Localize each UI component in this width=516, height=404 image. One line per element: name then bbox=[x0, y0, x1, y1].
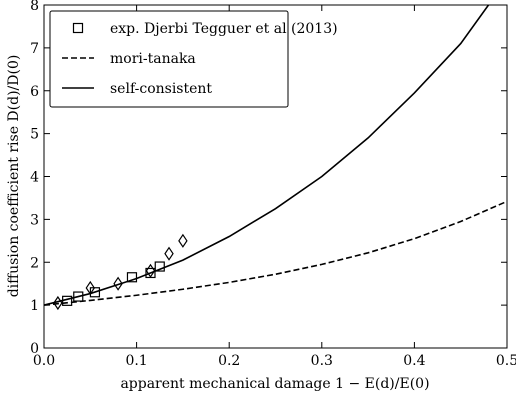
square-marker bbox=[154, 261, 165, 272]
square-marker bbox=[73, 291, 84, 302]
curve bbox=[44, 200, 507, 306]
y-tick-label: 2 bbox=[30, 255, 39, 271]
plot-frame bbox=[43, 4, 508, 349]
y-tick-label: 7 bbox=[30, 41, 39, 57]
legend-box bbox=[49, 10, 289, 108]
y-tick-label: 6 bbox=[30, 84, 39, 100]
y-tick-label: 3 bbox=[30, 212, 39, 228]
curve bbox=[44, 5, 490, 306]
y-tick-label: 0 bbox=[30, 341, 39, 357]
y-axis-label: diffusion coefficient rise D(d)/D(0) bbox=[6, 55, 22, 298]
y-tick-label: 1 bbox=[30, 298, 39, 314]
legend-marker bbox=[72, 22, 84, 34]
x-tick-label: 0.1 bbox=[125, 353, 147, 369]
x-tick-label: 0.0 bbox=[33, 353, 55, 369]
legend-label: exp. Djerbi Tegguer et al (2013) bbox=[110, 21, 338, 37]
diamond-marker bbox=[164, 246, 174, 261]
plot-area bbox=[44, 5, 507, 311]
x-tick-label: 0.5 bbox=[496, 353, 516, 369]
y-tick-label: 4 bbox=[30, 170, 39, 186]
x-tick-label: 0.3 bbox=[311, 353, 333, 369]
y-tick-label: 8 bbox=[30, 0, 39, 14]
square-marker bbox=[126, 272, 138, 283]
x-tick-label: 0.2 bbox=[218, 353, 240, 369]
diamond-marker bbox=[178, 233, 188, 248]
x-tick-label: 0.4 bbox=[403, 353, 425, 369]
square-marker bbox=[89, 287, 101, 298]
legend-label: self-consistent bbox=[110, 81, 212, 97]
y-tick-label: 5 bbox=[30, 127, 39, 143]
legend-label: mori-tanaka bbox=[110, 51, 196, 67]
diamond-marker bbox=[113, 276, 123, 291]
x-axis-label: apparent mechanical damage 1 − E(d)/E(0) bbox=[120, 376, 429, 392]
diamond-marker bbox=[145, 263, 156, 278]
